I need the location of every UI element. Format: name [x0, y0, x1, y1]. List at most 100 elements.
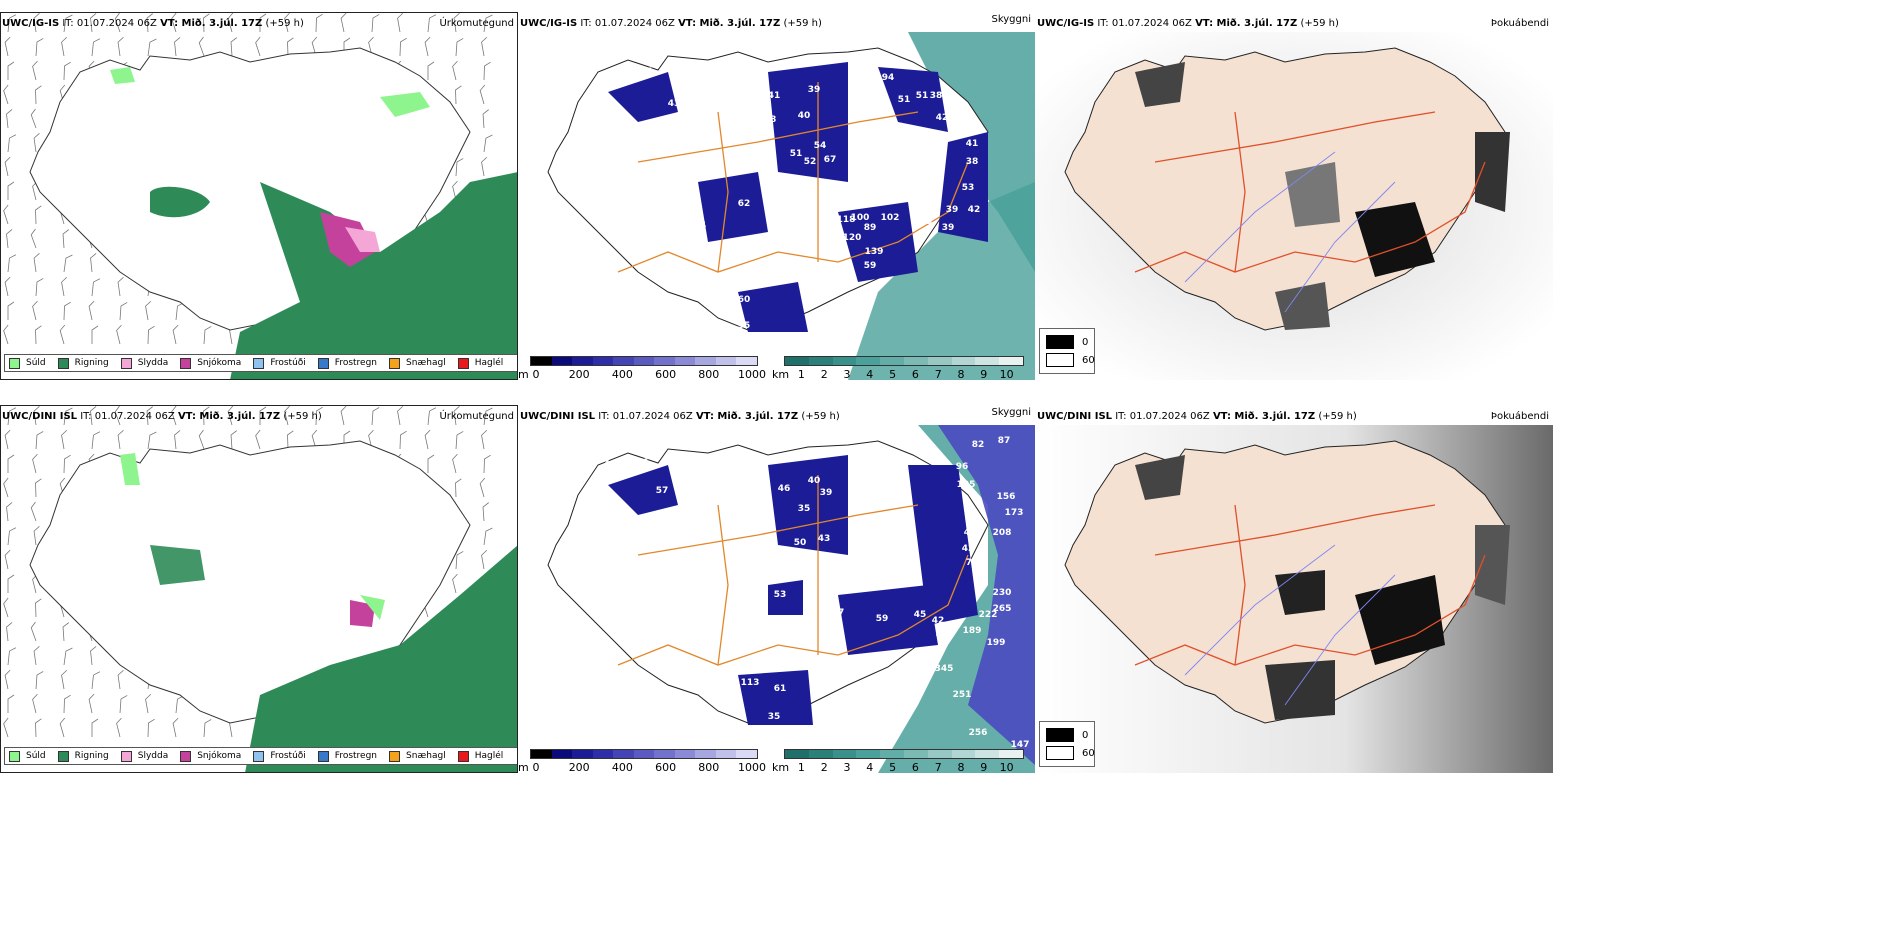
cloud-base-label: 51: [915, 91, 929, 101]
wind-barb: [61, 429, 68, 450]
colorbar-bin: [951, 750, 976, 758]
colorbar-tick: 7: [934, 761, 942, 773]
cloud-base-label: 40: [797, 111, 811, 121]
legend-swatch: [253, 357, 265, 369]
wind-barb: [259, 406, 267, 425]
cloud-base-label: 39: [819, 488, 833, 498]
colorbar-bin: [999, 750, 1023, 758]
wind-barb: [3, 324, 9, 345]
cloud-base-label: 105: [956, 480, 976, 490]
wind-barb: [6, 229, 13, 249]
legend-item: Slydda: [120, 750, 169, 762]
wind-barb: [397, 12, 404, 33]
colorbar-bin: [856, 750, 881, 758]
legend-swatch: [9, 357, 20, 369]
precip-map-1: [0, 12, 518, 380]
wind-barb: [91, 671, 101, 690]
legend-label: Frostregn: [334, 358, 378, 368]
colorbar-bin: [975, 357, 1000, 365]
colorbar-bin: [832, 750, 857, 758]
cloud-base-label: 55: [919, 217, 933, 227]
wind-barb: [117, 37, 124, 57]
model-name: UWC/IG-IS: [1037, 18, 1095, 29]
cloud-base-label: 102: [880, 213, 900, 223]
wind-barb: [481, 36, 488, 57]
model-name: UWC/IG-IS: [520, 18, 578, 29]
wind-barb: [61, 669, 68, 690]
precip-legend-1: Súld Rigning Slydda Snjókoma Frostúði Frostre…: [4, 354, 518, 372]
wind-barb: [7, 694, 15, 713]
cloud-base-label: 52: [837, 586, 851, 596]
colorbar-bin: [572, 750, 593, 758]
wind-barb: [90, 646, 97, 666]
wind-barb: [424, 36, 431, 57]
cloud-base-label: 251: [952, 690, 972, 700]
wind-barb: [90, 406, 97, 426]
cloud-base-label: 48: [685, 183, 699, 193]
colorbar-tick: 1000: [738, 761, 766, 773]
panel-header: UWC/DINI ISL IT: 01.07.2024 06Z VT: Mið.…: [1037, 411, 1357, 423]
colorbar-tick: 600: [655, 761, 677, 773]
fog-legend-2: 0 60: [1039, 721, 1095, 767]
model-name: UWC/DINI ISL: [2, 411, 78, 422]
panel-header: UWC/DINI ISL IT: 01.07.2024 06Z VT: Mið.…: [520, 411, 840, 423]
colorbar-bin: [927, 750, 952, 758]
legend-item: Súld: [9, 750, 46, 762]
wind-barb: [340, 405, 347, 426]
colorbar-bin: [551, 357, 573, 365]
colorbar-bin: [927, 357, 952, 365]
wind-barb: [479, 84, 486, 105]
colorbar-unit: m: [518, 368, 529, 380]
legend-label: Haglél: [474, 358, 504, 368]
cloud-base-label: 173: [1004, 508, 1024, 518]
legend-label: Rigning: [74, 358, 109, 368]
wind-barb: [174, 430, 181, 450]
colorbar-tick: 6: [911, 368, 919, 380]
cloud-base-label: 87: [997, 436, 1011, 446]
wind-barb: [483, 61, 491, 81]
colorbar-tick: 0: [532, 761, 540, 773]
cloud-base-label: 50: [793, 538, 807, 548]
legend-label: Slydda: [137, 751, 169, 761]
lead-time: (+59 h): [1300, 18, 1339, 29]
cloud-map-1: [518, 12, 1035, 380]
colorbar-bin: [808, 750, 833, 758]
cloud-base-label: 96: [955, 462, 969, 472]
colorbar-unit: m: [518, 761, 529, 773]
precip-panel-2: UWC/DINI ISL IT: 01.07.2024 06Z VT: Mið.…: [0, 405, 518, 773]
wind-barb: [455, 85, 462, 105]
cloud-base-label: 35: [767, 712, 781, 722]
lead-time: (+59 h): [283, 411, 322, 422]
wind-barb: [424, 429, 431, 450]
init-time: IT: 01.07.2024 06Z: [62, 18, 157, 29]
colorbar-unit: km: [772, 761, 790, 773]
colorbar-tick: 0: [532, 368, 540, 380]
legend-label: Snjókoma: [197, 358, 242, 368]
panel-title: Úrkomutegund: [439, 18, 514, 29]
legend-item: Frostregn: [317, 750, 377, 762]
legend-item: Súld: [9, 357, 46, 369]
wind-barb: [255, 429, 261, 450]
colorbar-bin: [695, 357, 716, 365]
visibility-scale-1: km 1 2 3 4 5 6 7 8 9 10: [772, 356, 1034, 380]
model-name: UWC/DINI ISL: [520, 411, 596, 422]
colorbar-bin: [613, 750, 634, 758]
legend-label: Snjókoma: [197, 751, 242, 761]
colorbar-tick: 6: [911, 761, 919, 773]
wind-barb: [427, 454, 435, 473]
legend-item: Snæhagl: [389, 750, 446, 762]
cloud-base-label: 113: [740, 678, 760, 688]
legend-item: Rigning: [57, 357, 109, 369]
wind-barb: [145, 300, 152, 321]
cloud-base-label: 39: [941, 223, 955, 233]
wind-barb: [284, 12, 290, 33]
legend-swatch: [253, 750, 265, 762]
fog-legend-value: 0: [1082, 336, 1089, 348]
wind-barb: [481, 549, 488, 570]
wind-barb: [399, 37, 407, 57]
wind-barb: [4, 549, 11, 570]
cloud-base-label: 62: [737, 199, 751, 209]
fog-legend-swatch: [1046, 335, 1074, 349]
cloud-base-label: 38: [929, 91, 943, 101]
wind-barb: [30, 621, 37, 642]
